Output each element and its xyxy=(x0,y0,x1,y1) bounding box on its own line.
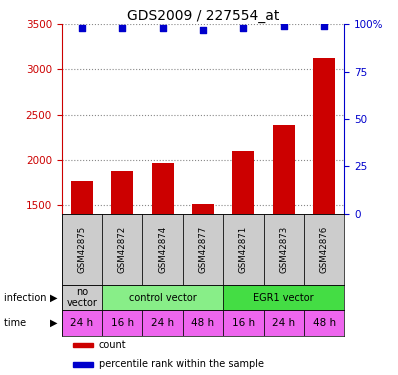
Bar xyxy=(232,151,254,214)
Bar xyxy=(183,214,223,285)
Text: percentile rank within the sample: percentile rank within the sample xyxy=(99,359,264,369)
Text: time: time xyxy=(4,318,29,328)
Bar xyxy=(263,310,304,336)
Text: 24 h: 24 h xyxy=(272,318,295,328)
Point xyxy=(160,25,166,31)
Text: infection: infection xyxy=(4,292,50,303)
Text: GSM42877: GSM42877 xyxy=(199,226,207,273)
Bar xyxy=(223,214,263,285)
Bar xyxy=(71,181,93,214)
Bar xyxy=(62,310,102,336)
Point xyxy=(281,23,287,29)
Text: GSM42875: GSM42875 xyxy=(77,226,86,273)
Bar xyxy=(142,310,183,336)
Bar xyxy=(73,343,93,347)
Bar xyxy=(304,214,344,285)
Bar xyxy=(102,214,142,285)
Text: GSM42874: GSM42874 xyxy=(158,226,167,273)
Bar xyxy=(142,214,183,285)
Bar xyxy=(183,310,223,336)
Bar xyxy=(102,310,142,336)
Text: GSM42871: GSM42871 xyxy=(239,226,248,273)
Bar xyxy=(152,163,174,214)
Text: 16 h: 16 h xyxy=(111,318,134,328)
Bar xyxy=(62,285,102,310)
Text: ▶: ▶ xyxy=(50,318,58,328)
Bar xyxy=(263,214,304,285)
Text: EGR1 vector: EGR1 vector xyxy=(254,292,314,303)
Text: control vector: control vector xyxy=(129,292,197,303)
Point xyxy=(200,27,206,33)
Point xyxy=(240,25,246,31)
Text: GSM42872: GSM42872 xyxy=(118,226,127,273)
Text: GSM42876: GSM42876 xyxy=(320,226,329,273)
Bar xyxy=(223,310,263,336)
Point xyxy=(119,25,125,31)
Text: ▶: ▶ xyxy=(50,292,58,303)
Bar xyxy=(102,285,223,310)
Text: 16 h: 16 h xyxy=(232,318,255,328)
Bar xyxy=(73,362,93,366)
Text: 24 h: 24 h xyxy=(70,318,94,328)
Bar xyxy=(223,285,344,310)
Text: 24 h: 24 h xyxy=(151,318,174,328)
Point xyxy=(321,23,327,29)
Bar xyxy=(313,58,335,214)
Point xyxy=(79,25,85,31)
Text: GSM42873: GSM42873 xyxy=(279,226,288,273)
Text: count: count xyxy=(99,340,127,350)
Bar xyxy=(273,125,295,214)
Title: GDS2009 / 227554_at: GDS2009 / 227554_at xyxy=(127,9,279,23)
Bar xyxy=(192,204,214,214)
Bar xyxy=(62,214,102,285)
Bar xyxy=(111,171,133,214)
Text: 48 h: 48 h xyxy=(312,318,336,328)
Text: 48 h: 48 h xyxy=(191,318,215,328)
Text: no
vector: no vector xyxy=(66,287,98,308)
Bar xyxy=(304,310,344,336)
